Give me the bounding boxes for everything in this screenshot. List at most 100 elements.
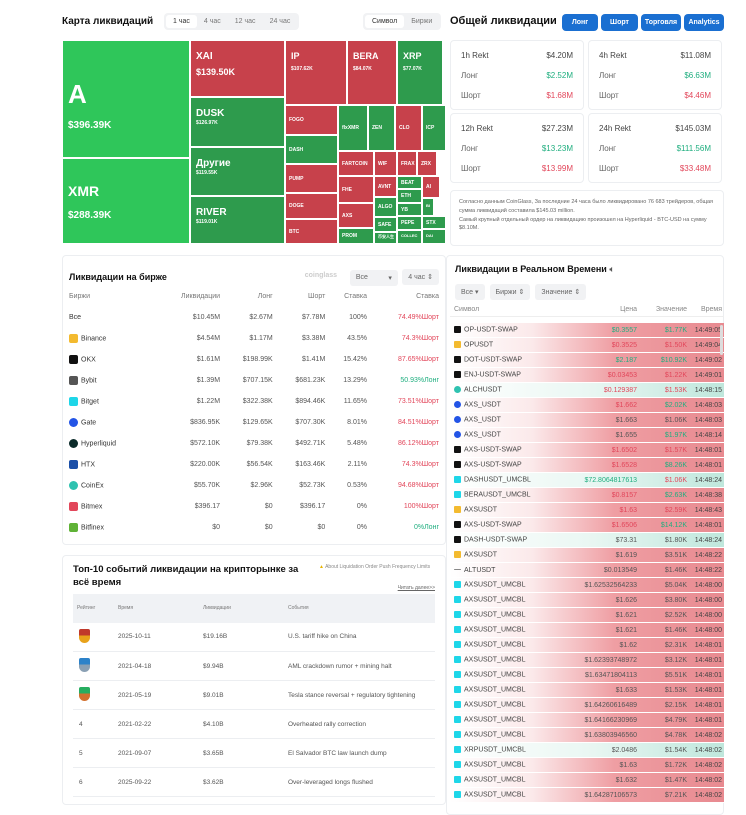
realtime-row[interactable]: AXSUSDT_UMCBL $1.64260616489 $2.15K 14:48:0… xyxy=(450,698,724,713)
total-button-2[interactable]: Торговля xyxy=(641,14,681,31)
exchange-row[interactable]: Bitfinex $0 $0 $0 0% 0%Лонг xyxy=(69,517,439,538)
treemap-cell[interactable]: DASH xyxy=(285,135,338,164)
treemap-cell[interactable]: SAFE xyxy=(374,217,397,232)
treemap-cell[interactable]: BI xyxy=(422,198,434,216)
realtime-row[interactable]: AXSUSDT_UMCBL $1.64166230969 $4.79K 14:48:0… xyxy=(450,713,724,728)
tab-period-2[interactable]: 12 час xyxy=(234,18,256,25)
realtime-row[interactable]: AXSUSDT $1.619 $3.51K 14:48:22 xyxy=(450,548,724,563)
treemap-cell[interactable]: flxXMR xyxy=(338,105,368,151)
realtime-filter-0[interactable]: Все ▾ xyxy=(455,284,485,300)
top10-row[interactable]: 2025-10-11 $19.16B U.S. tariff hike on Chi… xyxy=(73,622,435,653)
treemap-cell[interactable]: YB xyxy=(397,203,422,216)
tab-period-0[interactable]: 1 час xyxy=(166,15,197,28)
top10-row[interactable]: 2021-05-19 $9.01B Tesla stance reversal + … xyxy=(73,680,435,711)
realtime-row[interactable]: AXSUSDT_UMCBL $1.64287106573 $7.21K 14:48:0… xyxy=(450,788,724,803)
realtime-row[interactable]: AXSUSDT_UMCBL $1.633 $1.53K 14:48:01 xyxy=(450,683,724,698)
exchange-row[interactable]: Все $10.45M $2.67M $7.78M 100% 74.49%Шорт xyxy=(69,307,439,328)
treemap-cell[interactable]: BEAT xyxy=(397,176,422,189)
realtime-row[interactable]: ALCHUSDT $0.129387 $1.53K 14:48:15 xyxy=(450,383,724,398)
treemap-cell[interactable]: ZRX xyxy=(417,151,437,176)
top10-row[interactable]: 6 2025-09-22 $3.62B Over-leveraged longs fl… xyxy=(73,767,435,798)
treemap-cell[interactable]: WIF xyxy=(374,151,397,176)
treemap-cell[interactable]: PEPE xyxy=(397,216,422,230)
realtime-row[interactable]: DASHUSDT_UMCBL $72.8064817613 $1.06K 14:48:… xyxy=(450,473,724,488)
read-more-link[interactable]: Читать далее>> xyxy=(397,585,435,591)
treemap-cell[interactable]: COLLEC xyxy=(397,230,422,244)
realtime-row[interactable]: AXS_USDT $1.663 $1.06K 14:48:03 xyxy=(450,413,724,428)
realtime-row[interactable]: AXS-USDT-SWAP $1.6502 $1.57K 14:48:01 xyxy=(450,443,724,458)
top10-row[interactable]: 5 2021-09-07 $3.65B El Salvador BTC law lau… xyxy=(73,738,435,769)
realtime-row[interactable]: AXSUSDT_UMCBL $1.63803946560 $4.78K 14:48:0… xyxy=(450,728,724,743)
exchange-period-select[interactable]: 4 час ⇕ xyxy=(402,269,439,285)
exchange-row[interactable]: Bitget $1.22M $322.38K $894.46K 11.65% 73.51%… xyxy=(69,391,439,412)
treemap-cell[interactable]: XRP $77.07K xyxy=(397,40,443,105)
realtime-row[interactable]: AXSUSDT_UMCBL $1.62393748972 $3.12K 14:48:0… xyxy=(450,653,724,668)
treemap-cell[interactable]: AXS xyxy=(338,203,374,228)
treemap-cell[interactable]: ICP xyxy=(422,105,446,151)
treemap-cell[interactable]: 币安人生 xyxy=(374,232,397,244)
total-button-1[interactable]: Шорт xyxy=(601,14,638,31)
realtime-row[interactable]: AXSUSDT_UMCBL $1.62532564233 $5.04K 14:48:0… xyxy=(450,578,724,593)
realtime-row[interactable]: OP-USDT-SWAP $0.3557 $1.77K 14:49:05 xyxy=(450,323,724,338)
realtime-row[interactable]: ALTUSDT $0.013549 $1.46K 14:48:22 xyxy=(450,563,724,578)
treemap-cell[interactable]: FOGO xyxy=(285,105,338,135)
realtime-row[interactable]: AXSUSDT $1.63 $2.59K 14:48:43 xyxy=(450,503,724,518)
exchange-filter-select[interactable]: Все ▾ xyxy=(349,270,398,286)
realtime-row[interactable]: XRPUSDT_UMCBL $2.0486 $1.54K 14:48:02 xyxy=(450,743,724,758)
sound-icon[interactable]: 🔈︎ xyxy=(609,264,615,274)
top10-row[interactable]: 4 2021-02-22 $4.10B Overheated rally correc… xyxy=(73,709,435,740)
treemap-cell[interactable]: DOGE xyxy=(285,193,338,219)
treemap-cell[interactable]: XAI $139.50K xyxy=(190,40,285,97)
realtime-row[interactable]: AXS-USDT-SWAP $1.6506 $14.12K 14:48:01 xyxy=(450,518,724,533)
realtime-filter-1[interactable]: Биржи ⇕ xyxy=(489,284,531,300)
realtime-row[interactable]: AXSUSDT_UMCBL $1.632 $1.47K 14:48:02 xyxy=(450,773,724,788)
exchange-row[interactable]: Hyperliquid $572.10K $79.38K $492.71K 5.48% 8… xyxy=(69,433,439,454)
treemap-cell[interactable]: AVNT xyxy=(374,176,397,197)
realtime-row[interactable]: AXSUSDT_UMCBL $1.62 $2.31K 14:48:01 xyxy=(450,638,724,653)
tab-period-3[interactable]: 24 час xyxy=(269,18,291,25)
realtime-row[interactable]: AXSUSDT_UMCBL $1.63 $1.72K 14:48:02 xyxy=(450,758,724,773)
tab-mode-0[interactable]: Символ xyxy=(365,15,405,28)
treemap-cell[interactable]: STX xyxy=(422,216,446,229)
notice-link[interactable]: About Liquidation Order Push Frequency L… xyxy=(325,564,431,570)
treemap-cell[interactable]: Другие $119.55K xyxy=(190,147,285,196)
realtime-row[interactable]: DASH-USDT-SWAP $73.31 $1.80K 14:48:24 xyxy=(450,533,724,548)
realtime-row[interactable]: AXS_USDT $1.662 $2.02K 14:48:03 xyxy=(450,398,724,413)
top10-row[interactable]: 2021-04-18 $9.94B AML crackdown rumor + mi… xyxy=(73,651,435,682)
treemap-cell[interactable]: PROM xyxy=(338,228,374,244)
tab-period-1[interactable]: 4 час xyxy=(203,18,221,25)
treemap-cell[interactable]: FRAX xyxy=(397,151,417,176)
realtime-row[interactable]: OPUSDT $0.3525 $1.50K 14:49:04 xyxy=(450,338,724,353)
total-button-3[interactable]: Analytics xyxy=(684,14,724,31)
treemap-cell[interactable]: FARTCOIN xyxy=(338,151,374,176)
realtime-row[interactable]: AXSUSDT_UMCBL $1.621 $2.52K 14:48:00 xyxy=(450,608,724,623)
exchange-row[interactable]: Binance $4.54M $1.17M $3.38M 43.5% 74.3%Шорт xyxy=(69,328,439,349)
treemap-cell[interactable]: IP $107.62K xyxy=(285,40,347,105)
realtime-filter-2[interactable]: Значение ⇕ xyxy=(535,284,587,300)
treemap-cell[interactable]: PUMP xyxy=(285,164,338,193)
treemap-cell[interactable]: DAI xyxy=(422,229,446,244)
tab-mode-1[interactable]: Биржи xyxy=(411,18,433,25)
realtime-row[interactable]: ENJ-USDT-SWAP $0.03453 $1.22K 14:49:01 xyxy=(450,368,724,383)
realtime-scrollbar[interactable] xyxy=(720,325,723,355)
exchange-row[interactable]: Gate $836.95K $129.65K $707.30K 8.01% 84.51%Ш… xyxy=(69,412,439,433)
treemap-cell[interactable]: DUSK $126.97K xyxy=(190,97,285,147)
realtime-row[interactable]: AXSUSDT_UMCBL $1.63471804113 $5.51K 14:48:0… xyxy=(450,668,724,683)
exchange-row[interactable]: CoinEx $55.70K $2.96K $52.73K 0.53% 94.68%Шор… xyxy=(69,475,439,496)
treemap-cell[interactable]: ETH xyxy=(397,189,422,203)
realtime-row[interactable]: BERAUSDT_UMCBL $0.8157 $2.63K 14:48:38 xyxy=(450,488,724,503)
realtime-row[interactable]: AXS_USDT $1.655 $1.97K 14:48:14 xyxy=(450,428,724,443)
exchange-row[interactable]: Bitmex $396.17 $0 $396.17 0% 100%Шорт xyxy=(69,496,439,517)
realtime-row[interactable]: DOT-USDT-SWAP $2.187 $10.92K 14:49:02 xyxy=(450,353,724,368)
realtime-row[interactable]: AXSUSDT_UMCBL $1.626 $3.80K 14:48:00 xyxy=(450,593,724,608)
treemap-cell[interactable]: BTC xyxy=(285,219,338,244)
exchange-row[interactable]: OKX $1.61M $198.99K $1.41M 15.42% 87.65%Шорт xyxy=(69,349,439,370)
treemap-cell[interactable]: ZEN xyxy=(368,105,395,151)
treemap-cell[interactable]: CLO xyxy=(395,105,422,151)
treemap-cell[interactable]: A $396.39K xyxy=(62,40,190,158)
treemap-cell[interactable]: FHE xyxy=(338,176,374,203)
exchange-row[interactable]: Bybit $1.39M $707.15K $681.23K 13.29% 50.93%Л… xyxy=(69,370,439,391)
treemap-cell[interactable]: ALGO xyxy=(374,197,397,217)
treemap-cell[interactable]: AI xyxy=(422,176,440,198)
total-button-0[interactable]: Лонг xyxy=(562,14,598,31)
